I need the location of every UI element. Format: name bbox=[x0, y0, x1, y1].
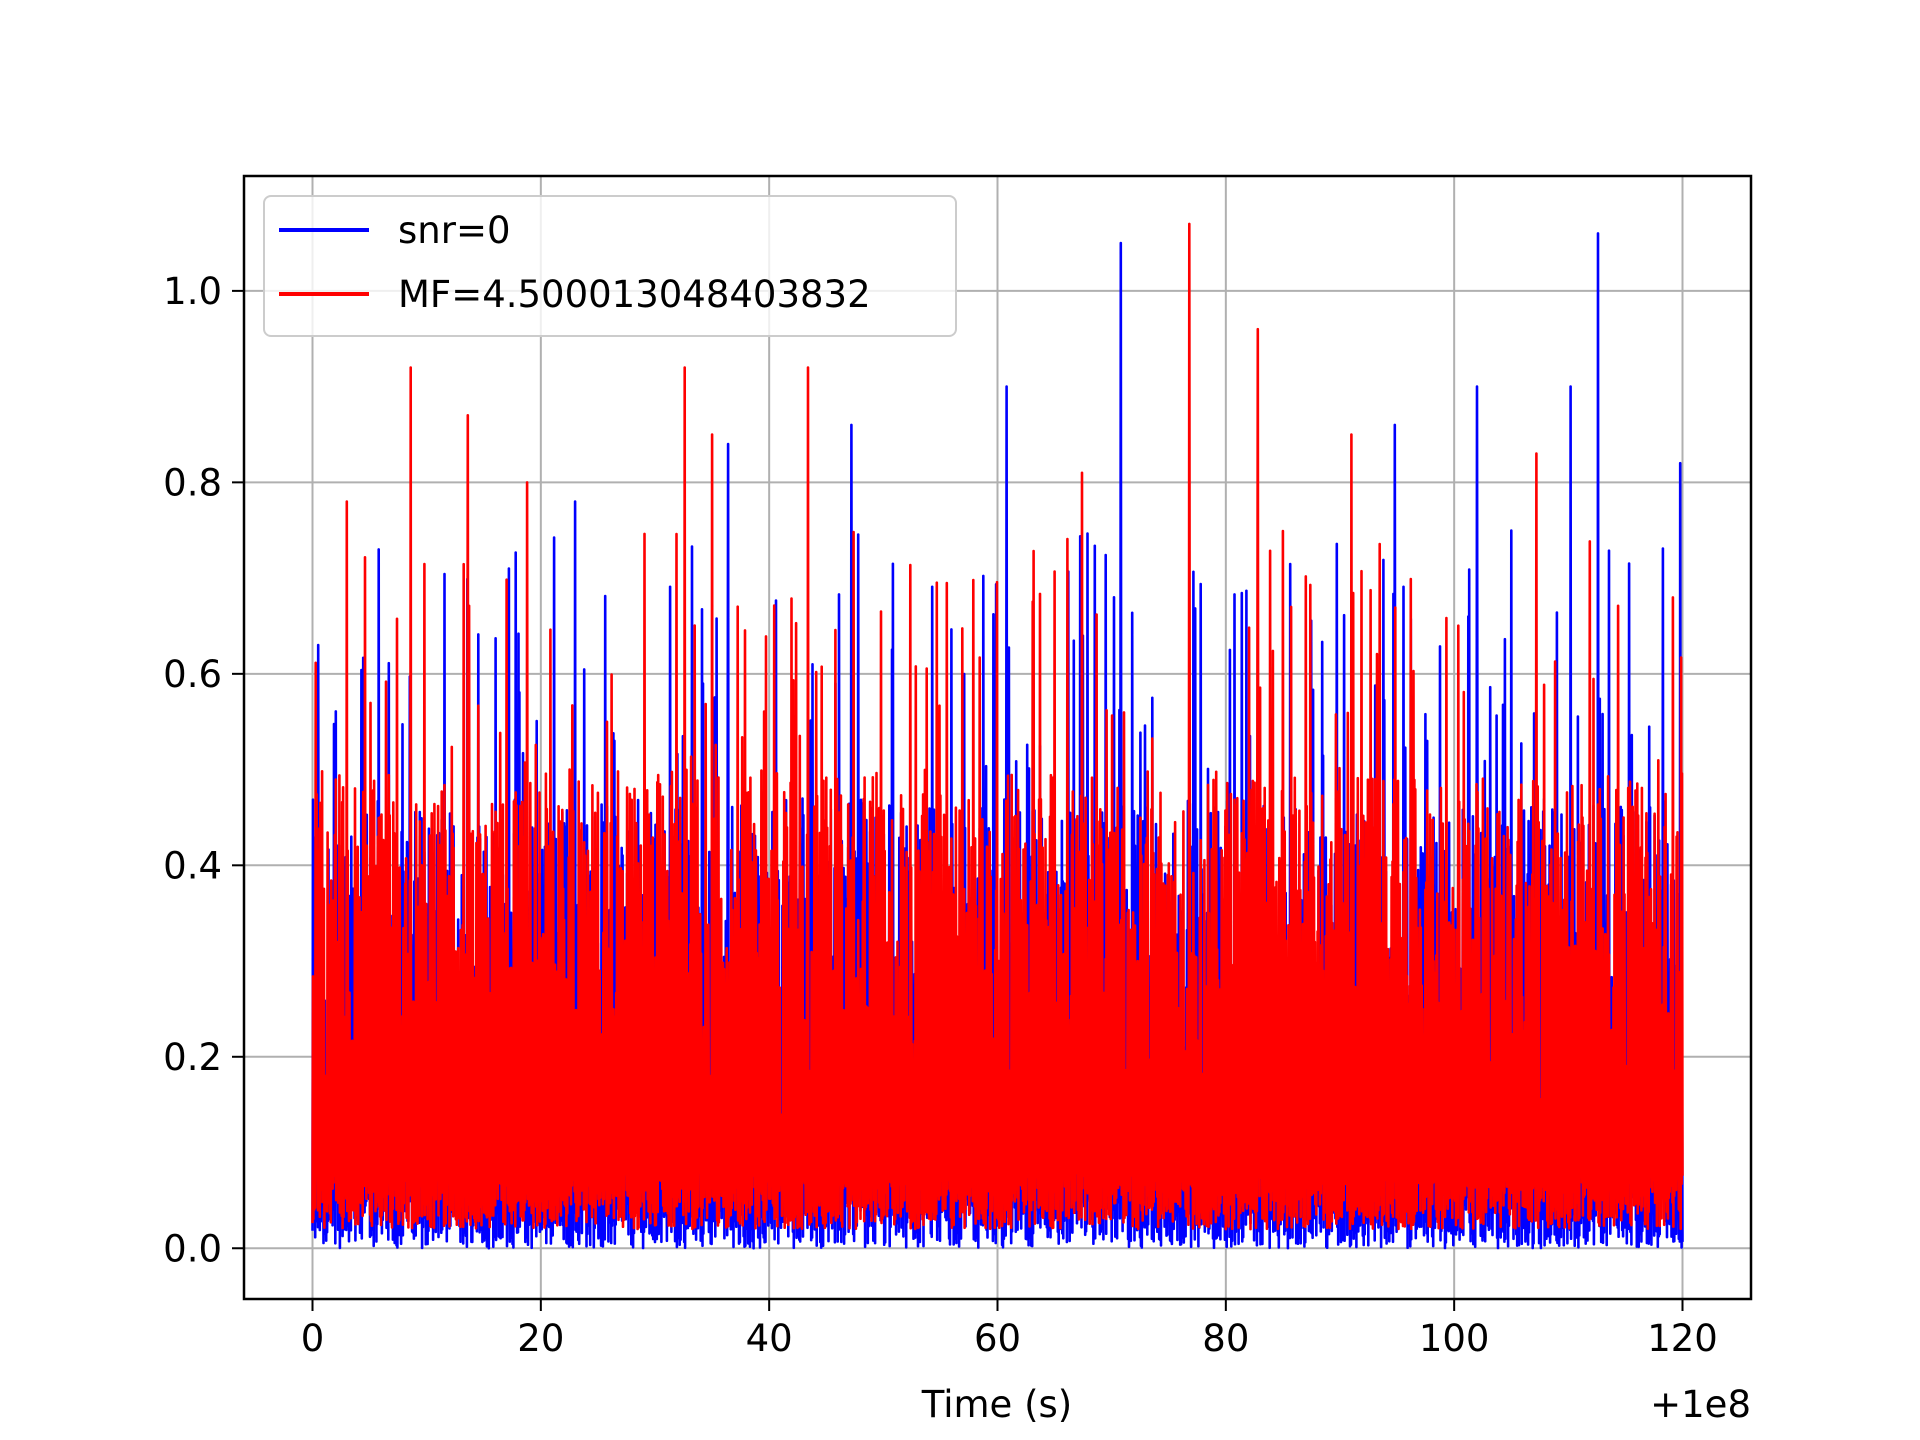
x-tick-label: 60 bbox=[974, 1317, 1021, 1360]
x-axis-offset-label: +1e8 bbox=[1650, 1383, 1751, 1426]
data-layer bbox=[311, 222, 1684, 1250]
legend-box bbox=[263, 195, 957, 337]
x-tick-label: 80 bbox=[1202, 1317, 1249, 1360]
ticks: 0 20 40 60 80 100 120 0.0 0.2 0.4 0.6 0.8 1.0 bbox=[163, 270, 1718, 1360]
y-tick-label: 1.0 bbox=[163, 270, 222, 313]
x-tick-label: 20 bbox=[517, 1317, 564, 1360]
y-tick-label: 0.2 bbox=[163, 1036, 222, 1079]
series-line-1 bbox=[311, 222, 1684, 1231]
y-tick-label: 0.0 bbox=[163, 1227, 222, 1270]
y-tick-label: 0.4 bbox=[163, 844, 222, 887]
y-tick-label: 0.8 bbox=[163, 461, 222, 504]
legend-label-mf: MF=4.500013048403832 bbox=[398, 273, 871, 316]
y-tick-label: 0.6 bbox=[163, 653, 222, 696]
x-axis-label: Time (s) bbox=[921, 1383, 1072, 1426]
x-tick-label: 120 bbox=[1647, 1317, 1718, 1360]
legend-label-snr: snr=0 bbox=[398, 209, 510, 252]
x-tick-label: 40 bbox=[746, 1317, 793, 1360]
legend: snr=0 MF=4.500013048403832 bbox=[263, 195, 957, 337]
x-tick-label: 100 bbox=[1419, 1317, 1490, 1360]
x-tick-label: 0 bbox=[301, 1317, 325, 1360]
